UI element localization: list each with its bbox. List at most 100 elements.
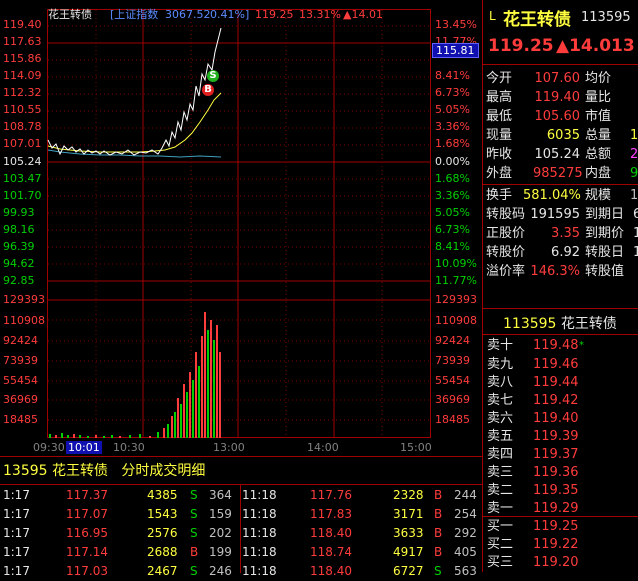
volume-tick: 36969: [435, 393, 470, 406]
side-stock-name: 花王转债: [503, 10, 571, 30]
index-value: 3067.52: [165, 8, 211, 21]
volume-tick: 18485: [435, 413, 470, 426]
info-row: 正股价 3.35 到期价 1: [486, 226, 638, 241]
quote-side-panel: L 花王转债 113595 119.25 ▲14.013 今开 107.60 均…: [482, 0, 638, 572]
chart-stock-name: 花王转债: [48, 8, 92, 21]
volume-tick: 55454: [435, 374, 470, 387]
pct-tick: 11.77%: [435, 274, 477, 287]
ask-row[interactable]: 卖三 119.36: [487, 465, 579, 480]
volume-tick: 73939: [435, 354, 470, 367]
header-pct: 13.31%: [299, 8, 341, 21]
stat-row: 今开 107.60 均价: [486, 71, 612, 86]
price-tick: 114.09: [3, 69, 42, 82]
price-tick: 119.40: [3, 18, 42, 31]
pct-tick: 8.41%: [435, 69, 470, 82]
volume-tick: 129393: [435, 293, 477, 306]
volume-tick: 55454: [3, 374, 38, 387]
price-tick: 105.24: [3, 155, 42, 168]
price-tick: 96.39: [3, 240, 35, 253]
price-tick: 108.78: [3, 120, 42, 133]
price-tick: 98.16: [3, 223, 35, 236]
time-tick: 14:00: [307, 441, 339, 454]
stat-row: 最低 105.60 市值: [486, 109, 612, 124]
side-change: ▲14.013: [556, 36, 635, 56]
pct-tick: 1.68%: [435, 137, 470, 150]
orderbook-title: 113595 花王转债: [503, 316, 617, 332]
ask-row[interactable]: 卖二 119.35: [487, 483, 579, 498]
bid-row[interactable]: 买二 119.22: [487, 537, 579, 552]
pct-tick: 0.00%: [435, 155, 470, 168]
price-tick: 112.32: [3, 86, 42, 99]
table-row: 1:17 116.95 2576 S 202: [3, 526, 232, 540]
trade-detail-panel[interactable]: 13595 花王转债 分时成交明细 1:17 117.37 4385 S 364…: [0, 456, 482, 578]
price-tick: 117.63: [3, 35, 42, 48]
pct-tick: 5.05%: [435, 206, 470, 219]
info-row: 转股码 191595 到期日 6: [486, 207, 638, 222]
price-tick: 94.62: [3, 257, 35, 270]
ask-row[interactable]: 卖六 119.40: [487, 411, 579, 426]
stat-row: 现量 6035 总量 19: [486, 128, 638, 143]
index-line: [47, 149, 222, 158]
side-stock-code: 113595: [581, 10, 631, 25]
price-line: [47, 27, 222, 156]
table-row: 11:18 117.83 3171 B 254: [242, 507, 477, 521]
time-tick: 13:00: [213, 441, 245, 454]
ask-row[interactable]: 卖九 119.46: [487, 357, 579, 372]
pct-tick: 3.36%: [435, 120, 470, 133]
index-pct: 0.41%]: [210, 8, 250, 21]
ask-row[interactable]: 卖八 119.44: [487, 375, 579, 390]
volume-tick: 18485: [3, 413, 38, 426]
buy-signal-marker: B: [202, 84, 214, 96]
ask-row[interactable]: 卖五 119.39: [487, 429, 579, 444]
time-tick: 10:30: [113, 441, 145, 454]
volume-tick: 110908: [435, 314, 477, 327]
ask-row[interactable]: 卖十 119.48 *: [487, 338, 584, 353]
ask-row[interactable]: 卖一 119.29: [487, 501, 579, 516]
stat-row: 最高 119.40 量比: [486, 90, 612, 105]
pct-tick: 10.09%: [435, 257, 477, 270]
table-row: 11:18 118.40 3633 B 292: [242, 526, 477, 540]
ask-row[interactable]: 卖七 119.42: [487, 393, 579, 408]
table-row: 11:18 117.76 2328 B 244: [242, 488, 477, 502]
time-cursor: 10:01: [66, 441, 102, 454]
sell-signal-marker: S: [207, 70, 219, 82]
pct-tick: 3.36%: [435, 189, 470, 202]
volume-bars: [49, 312, 221, 438]
volume-tick: 36969: [3, 393, 38, 406]
side-price: 119.25: [488, 36, 554, 56]
info-row: 溢价率 146.3% 转股值: [486, 264, 625, 279]
table-row: 11:18 118.74 4917 B 405: [242, 545, 477, 559]
pct-tick: 6.73%: [435, 86, 470, 99]
time-tick: 15:00: [400, 441, 432, 454]
volume-tick: 92424: [3, 334, 38, 347]
volume-tick: 73939: [3, 354, 38, 367]
price-tick: 101.70: [3, 189, 42, 202]
detail-header: 13595 花王转债 分时成交明细: [3, 460, 205, 480]
price-tick: 107.01: [3, 137, 42, 150]
price-tick: 99.93: [3, 206, 35, 219]
table-row: 1:17 117.14 2688 B 199: [3, 545, 232, 559]
index-label: [上证指数: [110, 8, 159, 21]
ask-row[interactable]: 卖四 119.37: [487, 447, 579, 462]
volume-tick: 92424: [435, 334, 470, 347]
price-tick: 115.86: [3, 52, 42, 65]
bid-row[interactable]: 买三 119.20: [487, 555, 579, 570]
pct-tick: 1.68%: [435, 172, 470, 185]
stat-row: 昨收 105.24 总额 2: [486, 147, 638, 162]
info-row: 换手 581.04% 规模 1: [486, 188, 638, 203]
detail-code: 13595: [3, 463, 48, 479]
chart-grid: [47, 9, 431, 438]
price-tick: 92.85: [3, 274, 35, 287]
intraday-chart[interactable]: S B 花王转债 [上证指数 3067.52 0.41%] 119.25 13.…: [0, 0, 482, 456]
info-row: 转股价 6.92 转股日 1: [486, 245, 638, 260]
stat-row: 外盘 985275 内盘 9: [486, 166, 638, 181]
bid-row[interactable]: 买一 119.25: [487, 519, 579, 534]
pct-tick: 6.73%: [435, 223, 470, 236]
current-price-marker: 115.81: [432, 43, 479, 58]
time-tick: 09:30: [33, 441, 65, 454]
table-row: 1:17 117.37 4385 S 364: [3, 488, 232, 502]
table-row: 1:17 117.07 1543 S 159: [3, 507, 232, 521]
detail-name: 花王转债: [52, 463, 108, 479]
pct-tick: 13.45%: [435, 18, 477, 31]
header-price: 119.25: [255, 8, 294, 21]
